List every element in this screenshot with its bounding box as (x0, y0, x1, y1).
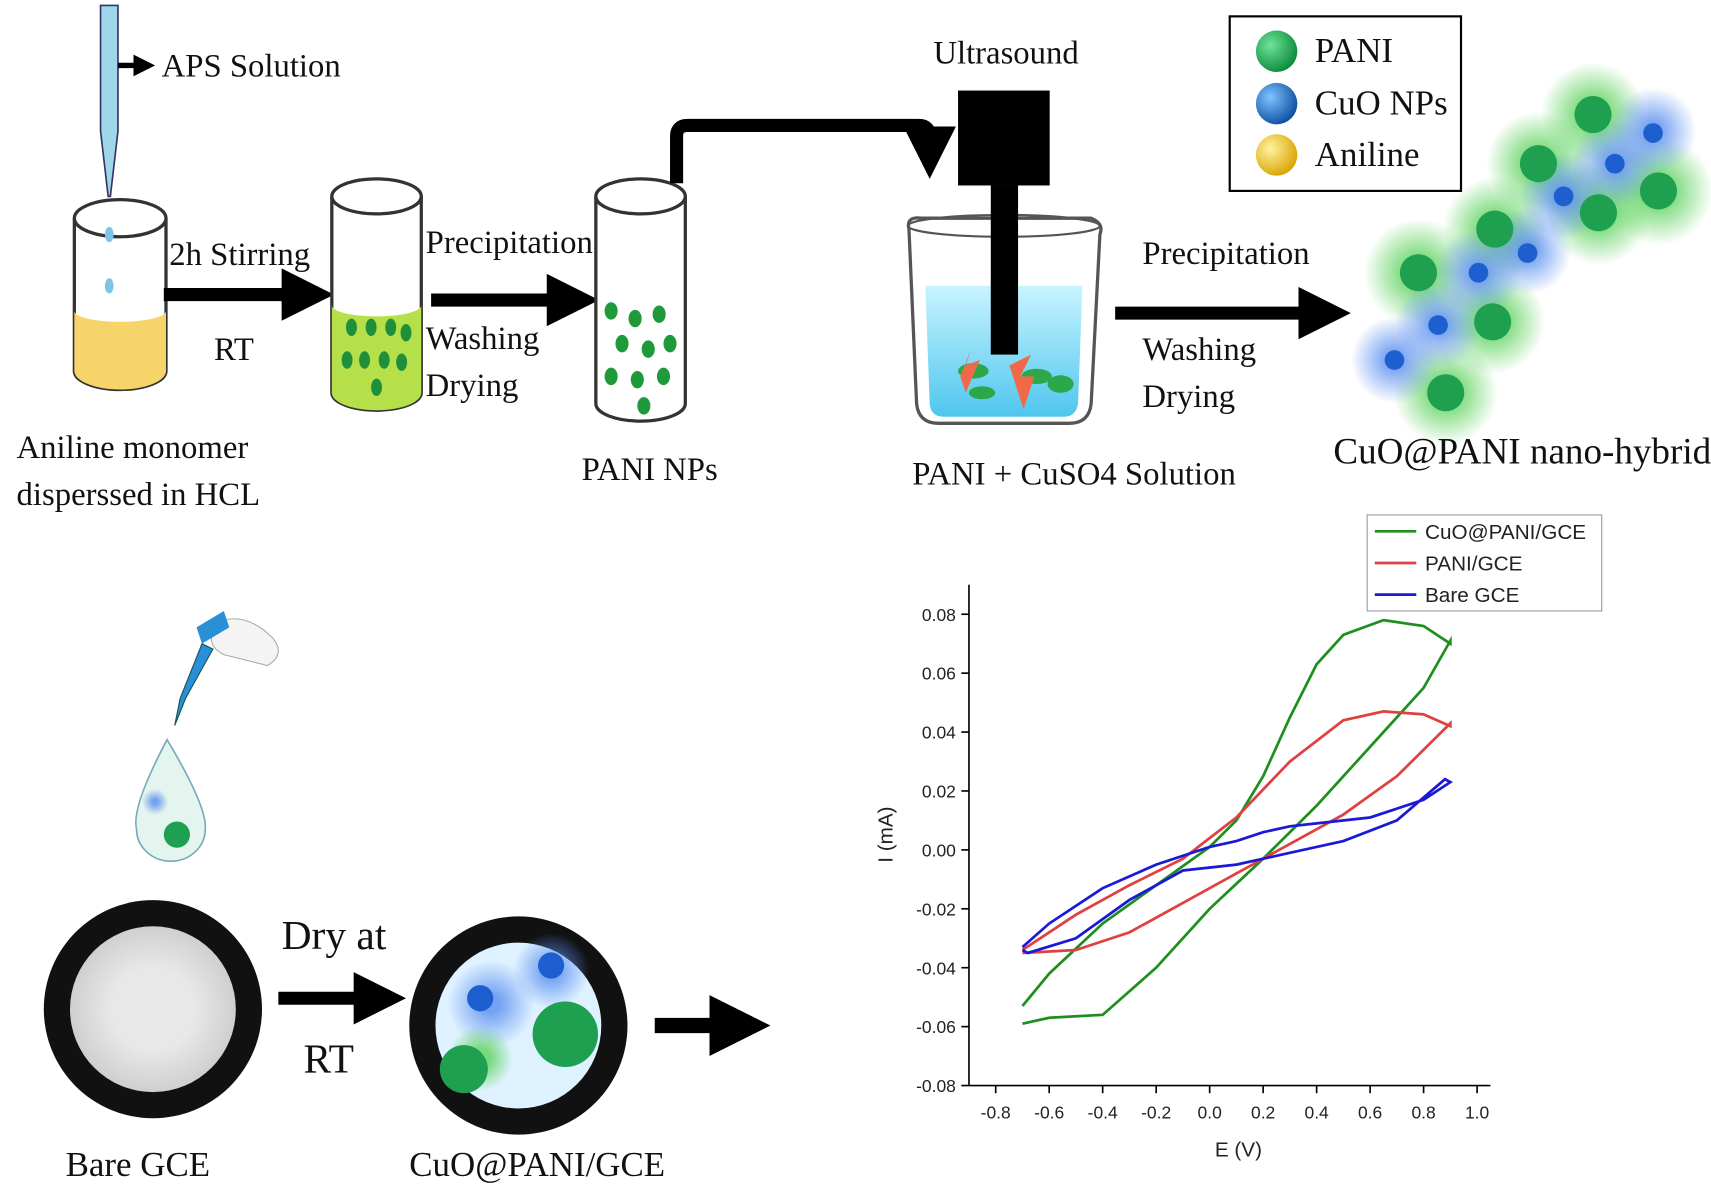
y-tick-label: 0.00 (922, 840, 956, 860)
legend-label: Aniline (1315, 135, 1420, 174)
x-tick-label: -0.8 (981, 1102, 1011, 1122)
step-label: RT (303, 1035, 353, 1081)
step-label: Drying (426, 368, 519, 404)
step-label: 2h Stirring (169, 237, 310, 273)
x-tick-label: 1.0 (1465, 1102, 1490, 1122)
pani-label: PANI NPs (582, 452, 718, 488)
x-tick-label: -0.4 (1088, 1102, 1118, 1122)
bare-electrode (43, 900, 263, 1119)
y-tick-label: 0.06 (922, 664, 956, 684)
step-label: Washing (426, 321, 540, 357)
pipette-hand (135, 610, 279, 862)
x-axis-label: E (V) (1215, 1138, 1262, 1161)
x-tick-label: -0.2 (1141, 1102, 1171, 1122)
cv-curve (1021, 777, 1453, 955)
x-tick-label: 0.6 (1358, 1102, 1382, 1122)
step-label: Dry at (282, 912, 387, 958)
x-tick-label: 0.2 (1251, 1102, 1275, 1122)
legend-label: CuO@PANI/GCE (1425, 521, 1586, 544)
y-tick-label: 0.04 (922, 723, 956, 743)
nano-hybrid (1350, 62, 1711, 446)
start-label: Aniline monomer (17, 430, 249, 466)
sonicator (906, 90, 1103, 425)
legend-label: Bare GCE (1425, 584, 1519, 607)
beaker-aniline (72, 4, 168, 392)
beaker-pani (594, 177, 687, 423)
legend-label: PANI/GCE (1425, 553, 1522, 576)
x-tick-label: 0.8 (1411, 1102, 1435, 1122)
ultrasound-label: Ultrasound (933, 35, 1078, 71)
legend-label: PANI (1315, 31, 1393, 70)
y-axis-label: I (mA) (875, 806, 898, 862)
y-tick-label: -0.08 (916, 1076, 956, 1096)
y-tick-label: 0.02 (922, 782, 956, 802)
cv-curve (1021, 618, 1452, 1026)
y-tick-label: -0.02 (916, 899, 956, 919)
x-tick-label: 0.0 (1198, 1102, 1223, 1122)
cv-chart: E (V) I (mA) -0.8 -0.6 -0.4 -0.2 0.0 0.2 0.4 0.… (875, 514, 1603, 1161)
y-tick-label: 0.08 (922, 605, 956, 625)
scheme-legend (1228, 15, 1463, 193)
step-label: Drying (1142, 379, 1235, 415)
cv-curve (1021, 710, 1452, 955)
sonication-label: PANI + CuSO4 Solution (912, 456, 1236, 492)
step-label: Precipitation (1142, 236, 1309, 272)
electrode-label: Bare GCE (66, 1145, 210, 1184)
start-label: disperssed in HCL (17, 477, 261, 513)
step-label: Washing (1142, 332, 1256, 368)
modified-electrode (409, 916, 628, 1135)
step-label: RT (214, 332, 254, 368)
arrow (670, 118, 956, 184)
beaker-stirred (330, 177, 423, 412)
aps-label: APS Solution (162, 48, 341, 84)
electrode-label: CuO@PANI/GCE (409, 1145, 665, 1184)
y-tick-label: -0.04 (916, 958, 956, 978)
y-tick-label: -0.06 (916, 1017, 956, 1037)
step-label: Precipitation (426, 225, 593, 261)
product-label: CuO@PANI nano-hybrid (1333, 432, 1711, 473)
legend-label: CuO NPs (1315, 84, 1448, 123)
x-tick-label: 0.4 (1305, 1102, 1330, 1122)
x-tick-label: -0.6 (1034, 1102, 1064, 1122)
